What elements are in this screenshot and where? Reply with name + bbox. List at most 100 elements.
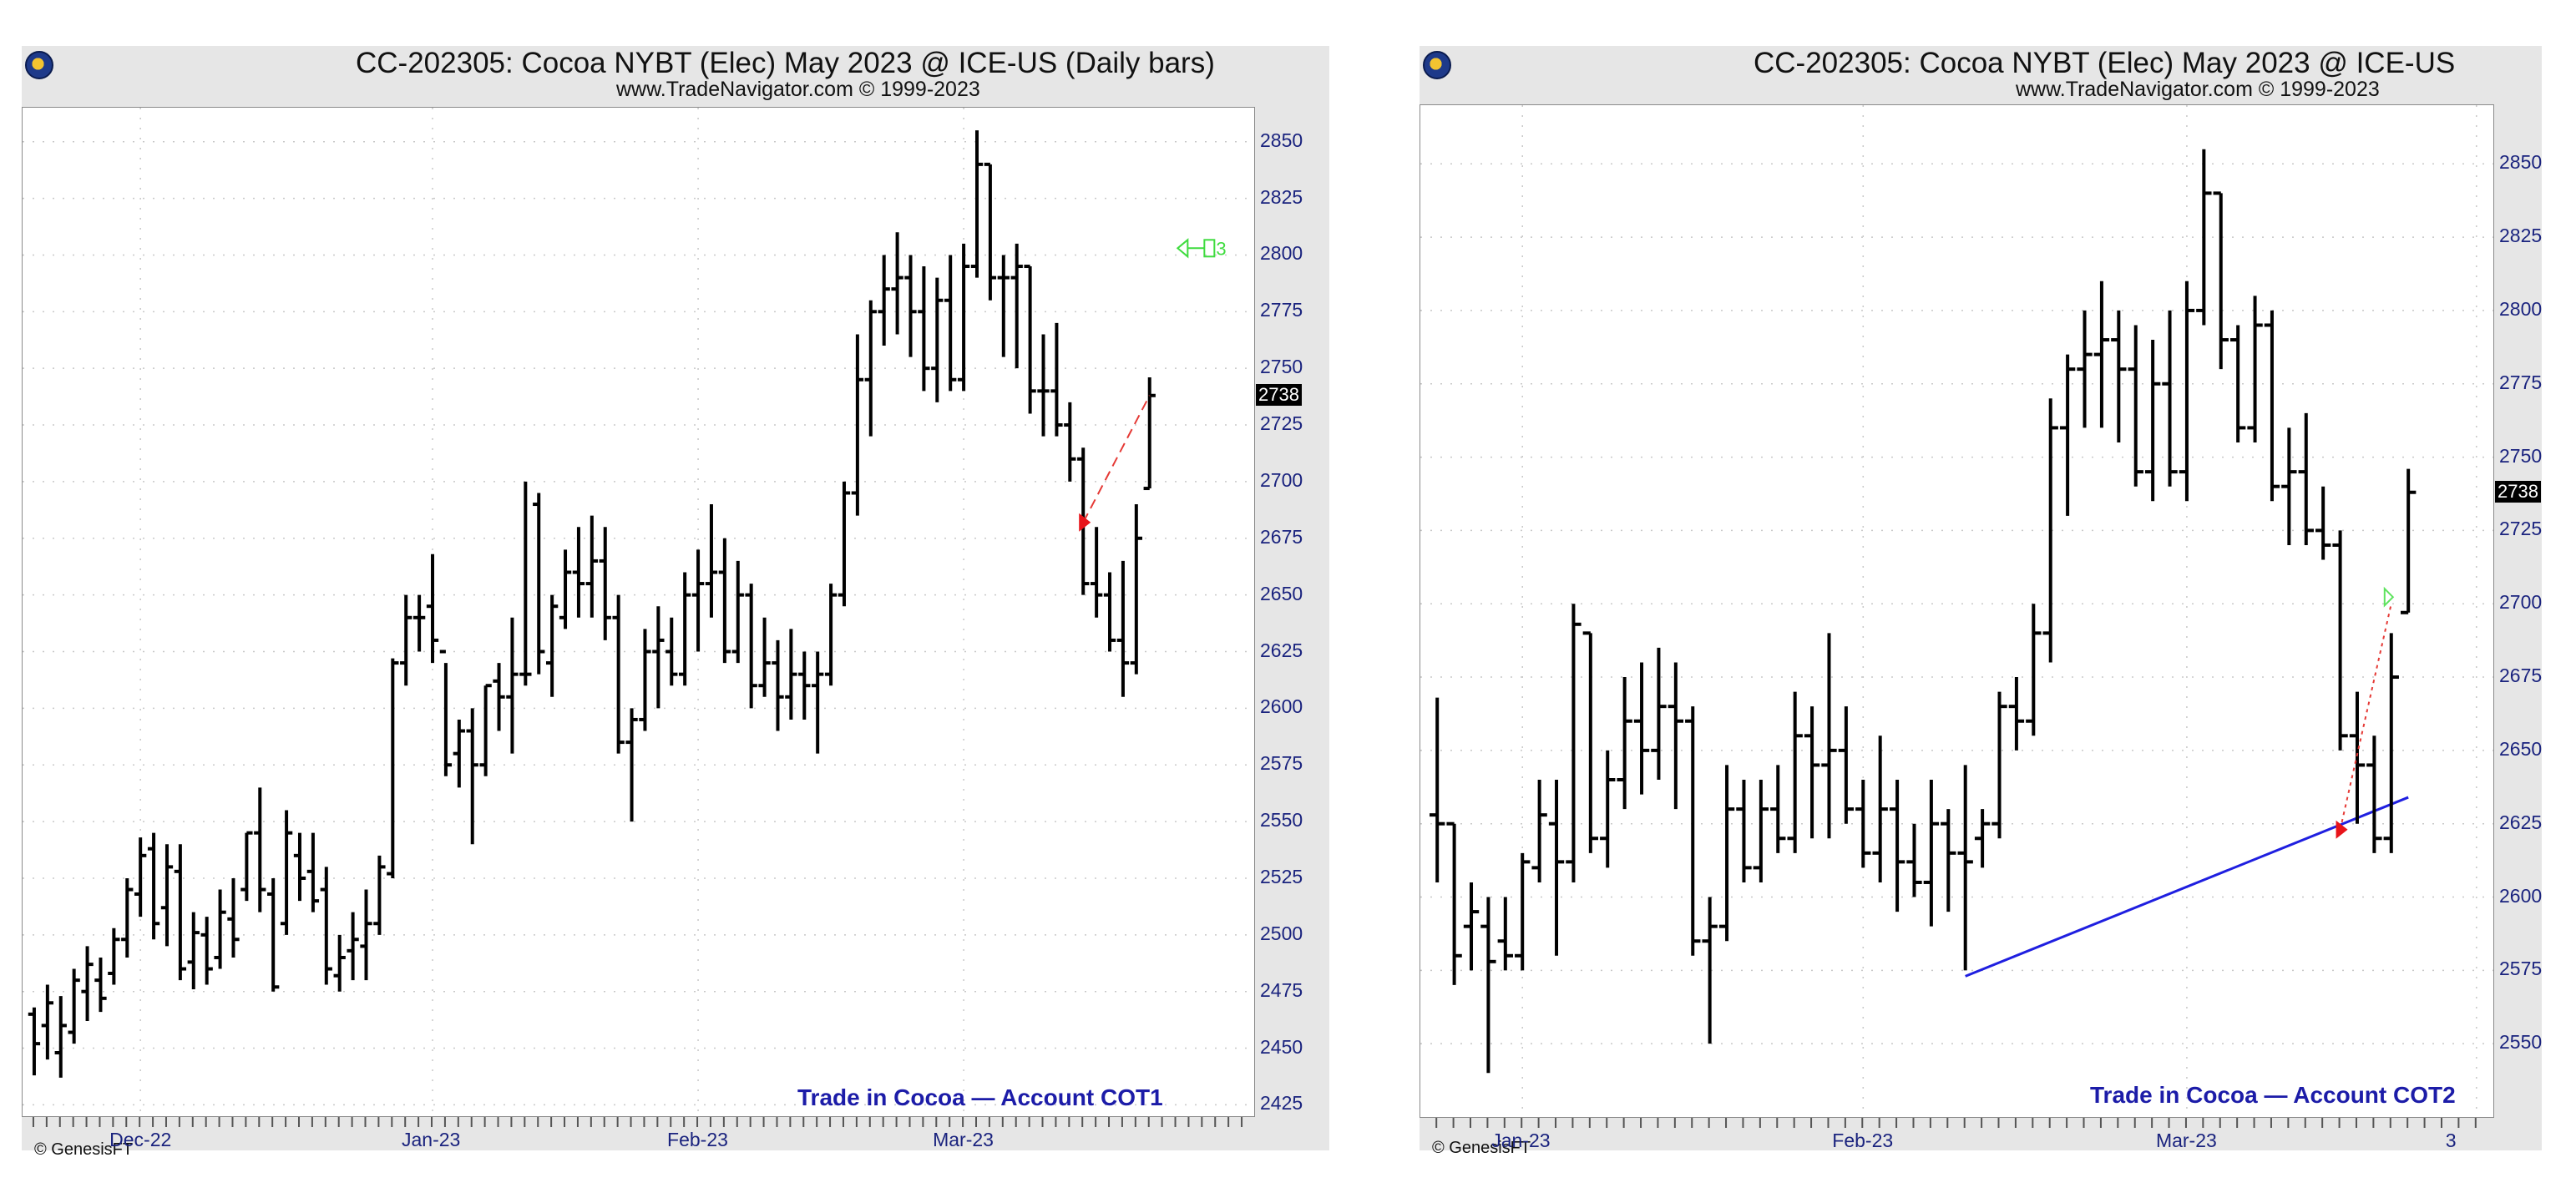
ohlc-bar bbox=[772, 639, 784, 731]
ohlc-bar bbox=[1685, 706, 1701, 956]
ohlc-bar bbox=[1497, 897, 1513, 971]
ohlc-bar bbox=[41, 984, 54, 1060]
y-tick-label: 2575 bbox=[1260, 752, 1303, 775]
ohlc-bar bbox=[705, 504, 718, 618]
ohlc-bar bbox=[918, 266, 930, 392]
ohlc-bar bbox=[931, 277, 944, 402]
ohlc-bar bbox=[691, 549, 705, 652]
ohlc-bar bbox=[254, 787, 266, 912]
ohlc-bar bbox=[2281, 427, 2297, 545]
ohlc-bar bbox=[1787, 691, 1803, 853]
ohlc-bar bbox=[559, 549, 572, 629]
ohlc-bar bbox=[1651, 647, 1667, 780]
ohlc-bar bbox=[2383, 633, 2399, 853]
exit-marker-icon bbox=[2383, 586, 2395, 608]
y-tick-label: 2675 bbox=[1260, 525, 1303, 548]
y-tick-label: 2625 bbox=[2499, 811, 2543, 833]
ohlc-bar bbox=[28, 1007, 41, 1076]
ohlc-bar bbox=[1941, 809, 1956, 912]
plot-area[interactable]: 3 Trade in Cocoa — Account COT1 © Genesi… bbox=[22, 107, 1255, 1159]
ohlc-bar bbox=[1770, 765, 1786, 853]
ohlc-bar bbox=[970, 130, 984, 278]
ohlc-bar bbox=[2162, 310, 2178, 487]
x-axis-ticks bbox=[1435, 1118, 2477, 1128]
chart-subtitle: www.TradeNavigator.com © 1999-2023 bbox=[2016, 78, 2380, 101]
x-axis-ticks bbox=[32, 1117, 1243, 1127]
y-tick-label: 2500 bbox=[1260, 922, 1303, 944]
y-tick-label: 2600 bbox=[1260, 695, 1303, 718]
ohlc-bar bbox=[745, 584, 757, 709]
y-tick-label: 2775 bbox=[1260, 299, 1303, 321]
x-tick-label: Dec-22 bbox=[109, 1129, 172, 1150]
price-chart-svg[interactable]: 3 bbox=[23, 108, 1254, 1116]
ohlc-bar bbox=[412, 594, 426, 652]
ohlc-bar bbox=[1090, 527, 1103, 618]
y-tick-label: 2750 bbox=[2499, 444, 2543, 467]
price-chart-svg[interactable] bbox=[1420, 105, 2493, 1117]
y-tick-label: 2700 bbox=[1260, 468, 1303, 491]
y-tick-label: 2700 bbox=[2499, 591, 2543, 614]
y-tick-label: 2625 bbox=[1260, 639, 1303, 661]
ohlc-bar bbox=[2366, 735, 2382, 853]
y-tick-label: 2425 bbox=[1260, 1092, 1303, 1115]
ohlc-bar bbox=[439, 650, 453, 776]
ohlc-bar bbox=[639, 629, 651, 731]
y-tick-label: 2650 bbox=[1260, 582, 1303, 604]
ohlc-bar bbox=[1548, 780, 1565, 956]
plot-area[interactable]: Trade in Cocoa — Account COT2 © GenesisF… bbox=[1420, 104, 2494, 1157]
ohlc-bar bbox=[1838, 706, 1855, 824]
entry-marker-icon bbox=[2336, 820, 2348, 839]
y-tick-label: 2850 bbox=[2499, 151, 2543, 174]
copyright-label: © GenesisFT bbox=[1432, 1139, 1531, 1157]
ohlc-bar bbox=[1010, 243, 1023, 369]
ohlc-bar bbox=[453, 719, 465, 788]
ohlc-bar bbox=[1617, 677, 1632, 810]
arrow-marker-icon bbox=[1176, 238, 1216, 259]
ohlc-bar bbox=[54, 996, 67, 1078]
x-tick-label: Feb-23 bbox=[667, 1129, 728, 1150]
ohlc-bar bbox=[878, 255, 890, 346]
y-tick-label: 2825 bbox=[2499, 225, 2543, 247]
ohlc-bar bbox=[68, 968, 80, 1044]
ohlc-bar bbox=[1736, 780, 1752, 882]
ohlc-bar bbox=[1821, 633, 1837, 839]
ohlc-bar bbox=[479, 684, 492, 776]
y-tick-label: 2675 bbox=[2499, 665, 2543, 687]
ohlc-bar bbox=[812, 651, 824, 754]
ohlc-bar bbox=[2179, 281, 2195, 502]
ohlc-bar bbox=[585, 515, 598, 618]
ohlc-bar bbox=[1037, 334, 1050, 437]
ohlc-bar bbox=[2144, 340, 2161, 502]
ohlc-bar bbox=[506, 617, 519, 754]
ohlc-bar bbox=[1633, 662, 1650, 795]
y-tick-label: 2475 bbox=[1260, 978, 1303, 1001]
ohlc-bar bbox=[2008, 677, 2025, 751]
ohlc-bar bbox=[214, 889, 226, 969]
ohlc-bar bbox=[1050, 322, 1063, 437]
ohlc-bar bbox=[1024, 265, 1036, 414]
ohlc-bar bbox=[731, 560, 744, 664]
y-tick-label: 2850 bbox=[1260, 129, 1303, 151]
support-trendline bbox=[1965, 796, 2409, 978]
ohlc-bar bbox=[1143, 377, 1156, 491]
ohlc-bar bbox=[1600, 750, 1616, 868]
ohlc-bar bbox=[108, 928, 120, 985]
ohlc-bar bbox=[1130, 504, 1142, 675]
ohlc-bar bbox=[864, 300, 877, 437]
ohlc-bar bbox=[2077, 310, 2093, 428]
ohlc-bar bbox=[519, 481, 532, 686]
y-tick-label: 2600 bbox=[2499, 884, 2543, 907]
ohlc-bar bbox=[1103, 572, 1116, 652]
ohlc-bar bbox=[121, 877, 134, 958]
ohlc-bar bbox=[1718, 765, 1735, 942]
ohlc-bar bbox=[838, 481, 851, 607]
ohlc-bar bbox=[533, 493, 545, 675]
chart-subtitle: www.TradeNavigator.com © 1999-2023 bbox=[616, 78, 980, 101]
ohlc-bar bbox=[572, 527, 585, 618]
arrow-marker-label: 3 bbox=[1216, 238, 1226, 259]
x-tick-label: Jan-23 bbox=[402, 1129, 461, 1150]
chart-panel-cot2: CC-202305: Cocoa NYBT (Elec) May 2023 @ … bbox=[1420, 46, 2543, 1157]
ohlc-bar bbox=[599, 527, 611, 640]
ohlc-bar bbox=[1702, 897, 1718, 1044]
ohlc-bar bbox=[984, 162, 997, 301]
